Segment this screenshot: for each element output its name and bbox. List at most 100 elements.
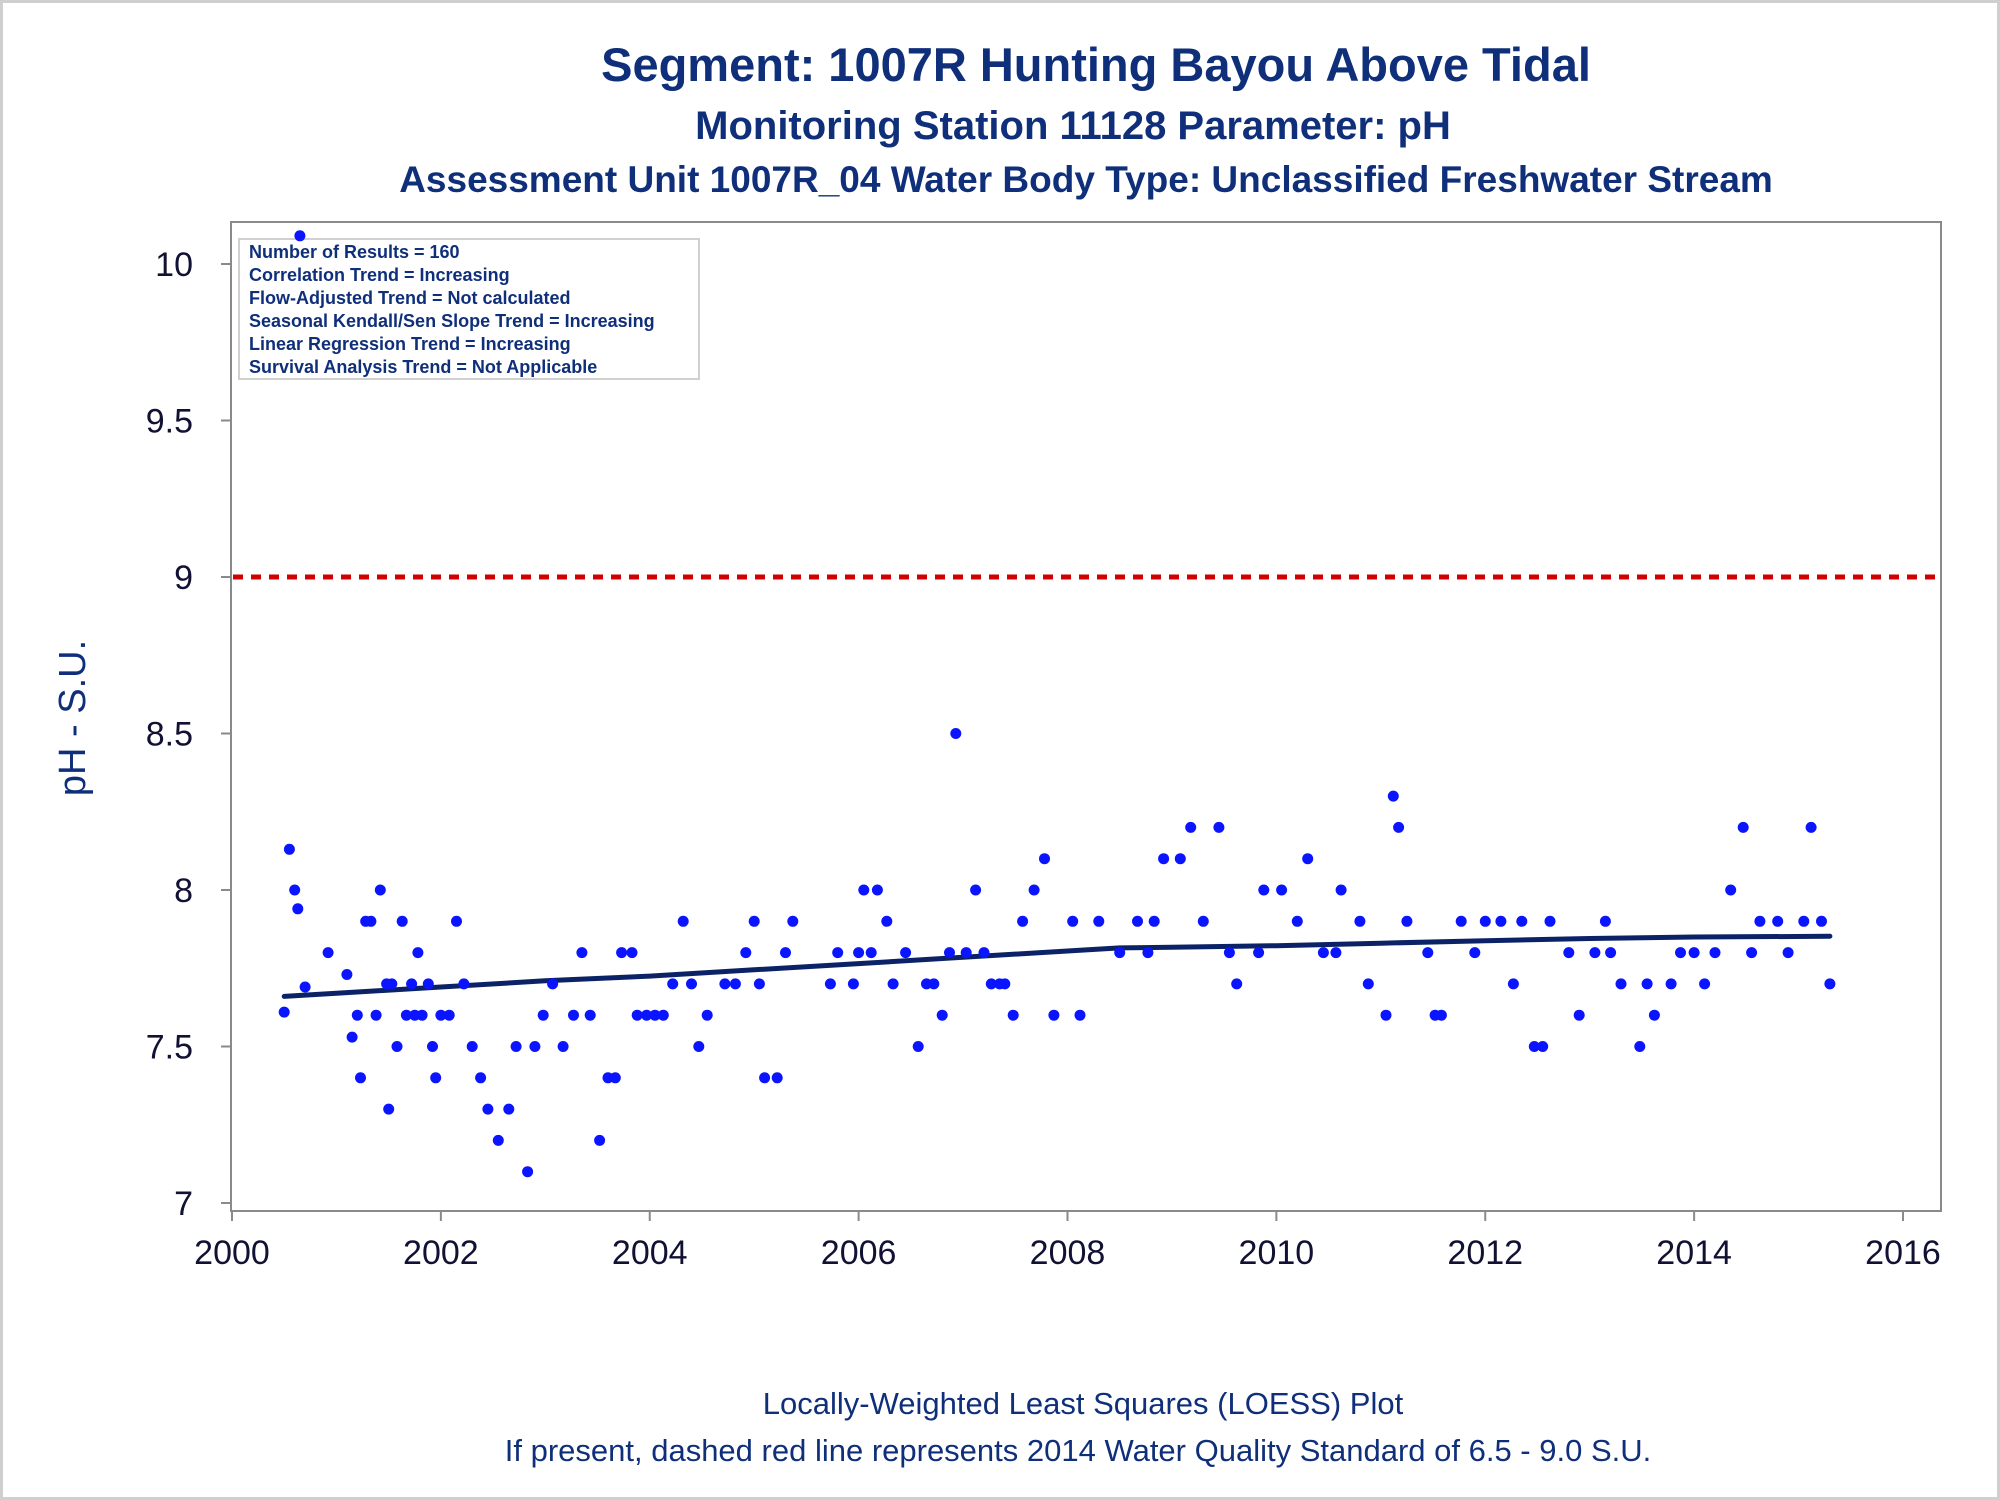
data-point <box>1605 947 1617 959</box>
data-point <box>1469 947 1481 959</box>
data-point <box>299 981 311 993</box>
data-point <box>1528 1041 1540 1052</box>
data-point <box>391 1041 403 1052</box>
data-point <box>847 978 859 990</box>
data-point <box>1335 884 1347 896</box>
data-point <box>1599 915 1611 927</box>
data-point <box>283 843 295 855</box>
data-point <box>289 884 301 896</box>
chart-title: Segment: 1007R Hunting Bayou Above Tidal <box>601 38 1591 91</box>
data-point <box>1573 1009 1585 1021</box>
data-point <box>547 978 559 990</box>
data-point <box>1675 947 1686 959</box>
data-point <box>1516 915 1528 927</box>
data-point <box>753 978 765 990</box>
data-point <box>400 1009 412 1021</box>
data-point <box>1455 915 1467 927</box>
y-tick-label: 9.5 <box>146 403 193 441</box>
data-point <box>1422 947 1434 959</box>
data-point <box>780 947 791 959</box>
data-point <box>1665 978 1677 990</box>
data-point <box>365 915 377 927</box>
data-point <box>386 978 398 990</box>
data-point <box>416 1009 428 1021</box>
data-point <box>944 947 955 959</box>
chart-canvas: Segment: 1007R Hunting Bayou Above Tidal… <box>52 38 1942 1468</box>
data-point <box>667 978 679 990</box>
data-point <box>355 1072 366 1084</box>
data-point <box>422 978 434 990</box>
data-point <box>729 978 741 990</box>
data-point <box>1754 915 1766 927</box>
data-point <box>594 1134 606 1146</box>
x-tick-label: 2014 <box>1656 1234 1732 1272</box>
data-point <box>529 1041 541 1052</box>
data-point <box>1258 884 1270 896</box>
data-point <box>1615 978 1627 990</box>
data-point <box>557 1041 569 1052</box>
data-point <box>503 1103 515 1115</box>
data-point <box>1380 1009 1392 1021</box>
data-point <box>1093 915 1105 927</box>
data-point <box>900 947 912 959</box>
data-point <box>374 884 386 896</box>
data-point <box>1302 853 1314 865</box>
data-point <box>1213 821 1225 833</box>
data-point <box>427 1041 438 1052</box>
data-point <box>1387 790 1399 802</box>
data-point <box>1114 947 1126 959</box>
data-point <box>1276 884 1288 896</box>
data-point <box>999 978 1011 990</box>
stats-line-3: Flow-Adjusted Trend = Not calculated <box>249 288 571 308</box>
data-point <box>383 1103 395 1115</box>
data-point <box>1231 978 1243 990</box>
data-point <box>719 978 731 990</box>
x-tick-label: 2004 <box>612 1234 688 1272</box>
stats-line-6: Survival Analysis Trend = Not Applicable <box>249 357 597 377</box>
data-point <box>693 1041 705 1052</box>
data-point <box>1354 915 1366 927</box>
data-point <box>887 978 899 990</box>
data-point <box>406 978 418 990</box>
data-point <box>1495 915 1507 927</box>
data-point <box>641 1009 653 1021</box>
data-point <box>1223 947 1235 959</box>
data-point <box>936 1009 948 1021</box>
data-point <box>576 947 588 959</box>
data-point <box>435 1009 447 1021</box>
footer-line-2: If present, dashed red line represents 2… <box>505 1433 1652 1468</box>
data-point <box>759 1072 771 1084</box>
data-point <box>978 947 990 959</box>
data-point <box>748 915 760 927</box>
stats-line-4: Seasonal Kendall/Sen Slope Trend = Incre… <box>249 311 655 331</box>
stats-box: Number of Results = 160 Correlation Tren… <box>238 238 700 380</box>
data-point <box>322 947 334 959</box>
data-point <box>294 230 306 242</box>
data-point <box>510 1041 522 1052</box>
data-point <box>787 915 799 927</box>
stats-box-frame <box>238 238 700 380</box>
data-point <box>278 1006 290 1018</box>
data-point <box>1699 978 1711 990</box>
data-point <box>475 1072 487 1084</box>
loess-trend-line <box>281 933 1833 999</box>
data-point <box>824 978 836 990</box>
data-point <box>1330 947 1342 959</box>
data-point <box>881 915 893 927</box>
chart-subtitle-2: Assessment Unit 1007R_04 Water Body Type… <box>399 159 1773 200</box>
data-point <box>609 1072 621 1084</box>
data-point <box>1185 821 1197 833</box>
data-point <box>1142 947 1154 959</box>
stats-line-2: Correlation Trend = Increasing <box>249 265 510 285</box>
data-point <box>1709 947 1721 959</box>
x-tick-label: 2006 <box>821 1234 897 1272</box>
data-point <box>430 1072 442 1084</box>
data-point <box>853 947 865 959</box>
data-point <box>701 1009 713 1021</box>
y-axis-title: pH - S.U. <box>52 640 94 796</box>
data-point <box>1132 915 1143 927</box>
data-point <box>626 947 638 959</box>
x-tick-label: 2002 <box>403 1234 479 1272</box>
x-tick-label: 2010 <box>1239 1234 1315 1272</box>
chart-subtitle: Monitoring Station 11128 Parameter: pH <box>695 104 1451 148</box>
